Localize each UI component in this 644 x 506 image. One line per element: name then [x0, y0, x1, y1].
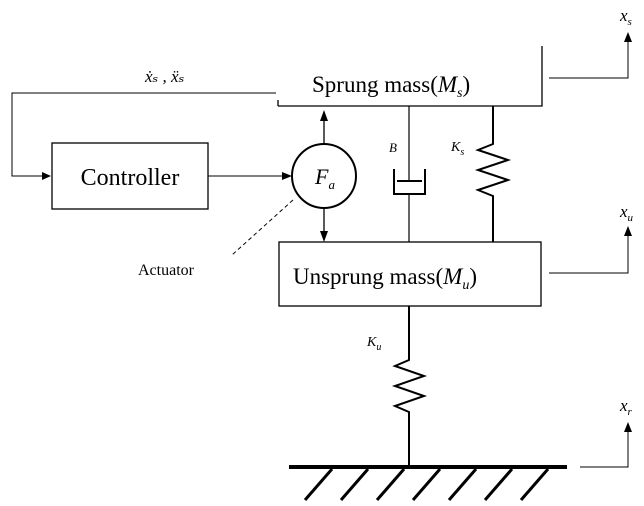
sprung-displacement-indicator: xs: [549, 6, 632, 79]
controller-block: Controller: [51, 142, 209, 210]
actuator-force-label: Fa: [314, 164, 335, 192]
controller-label: Controller: [81, 165, 180, 191]
suspension-spring: Ks: [450, 106, 512, 242]
control-signal-arrow: [208, 172, 292, 180]
damper-label: B: [389, 140, 397, 155]
road-displacement-indicator: xr: [580, 396, 633, 468]
feedback-line: [11, 92, 276, 180]
road-displacement-label: xr: [619, 396, 633, 418]
unsprung-mass-block: Unsprung mass(Mu): [278, 241, 542, 307]
unsprung-displacement-label: xu: [619, 202, 634, 224]
damper: B: [389, 106, 426, 242]
actuator-caption: Actuator: [138, 262, 195, 279]
sprung-mass-label: Sprung mass(Ms): [312, 72, 470, 101]
unsprung-displacement-indicator: xu: [549, 202, 634, 274]
unsprung-mass-label: Unsprung mass(Mu): [293, 264, 477, 293]
ground: [289, 465, 567, 501]
sprung-mass-block: Sprung mass(Ms): [277, 46, 543, 107]
tire-stiffness-label: Ku: [366, 335, 381, 353]
tire-spring: Ku: [366, 306, 428, 466]
feedback-state-label: ẋₛ , ẍₛ: [144, 67, 185, 86]
actuator: Fa: [291, 110, 357, 242]
suspension-stiffness-label: Ks: [450, 140, 464, 158]
sprung-displacement-label: xs: [619, 6, 632, 28]
